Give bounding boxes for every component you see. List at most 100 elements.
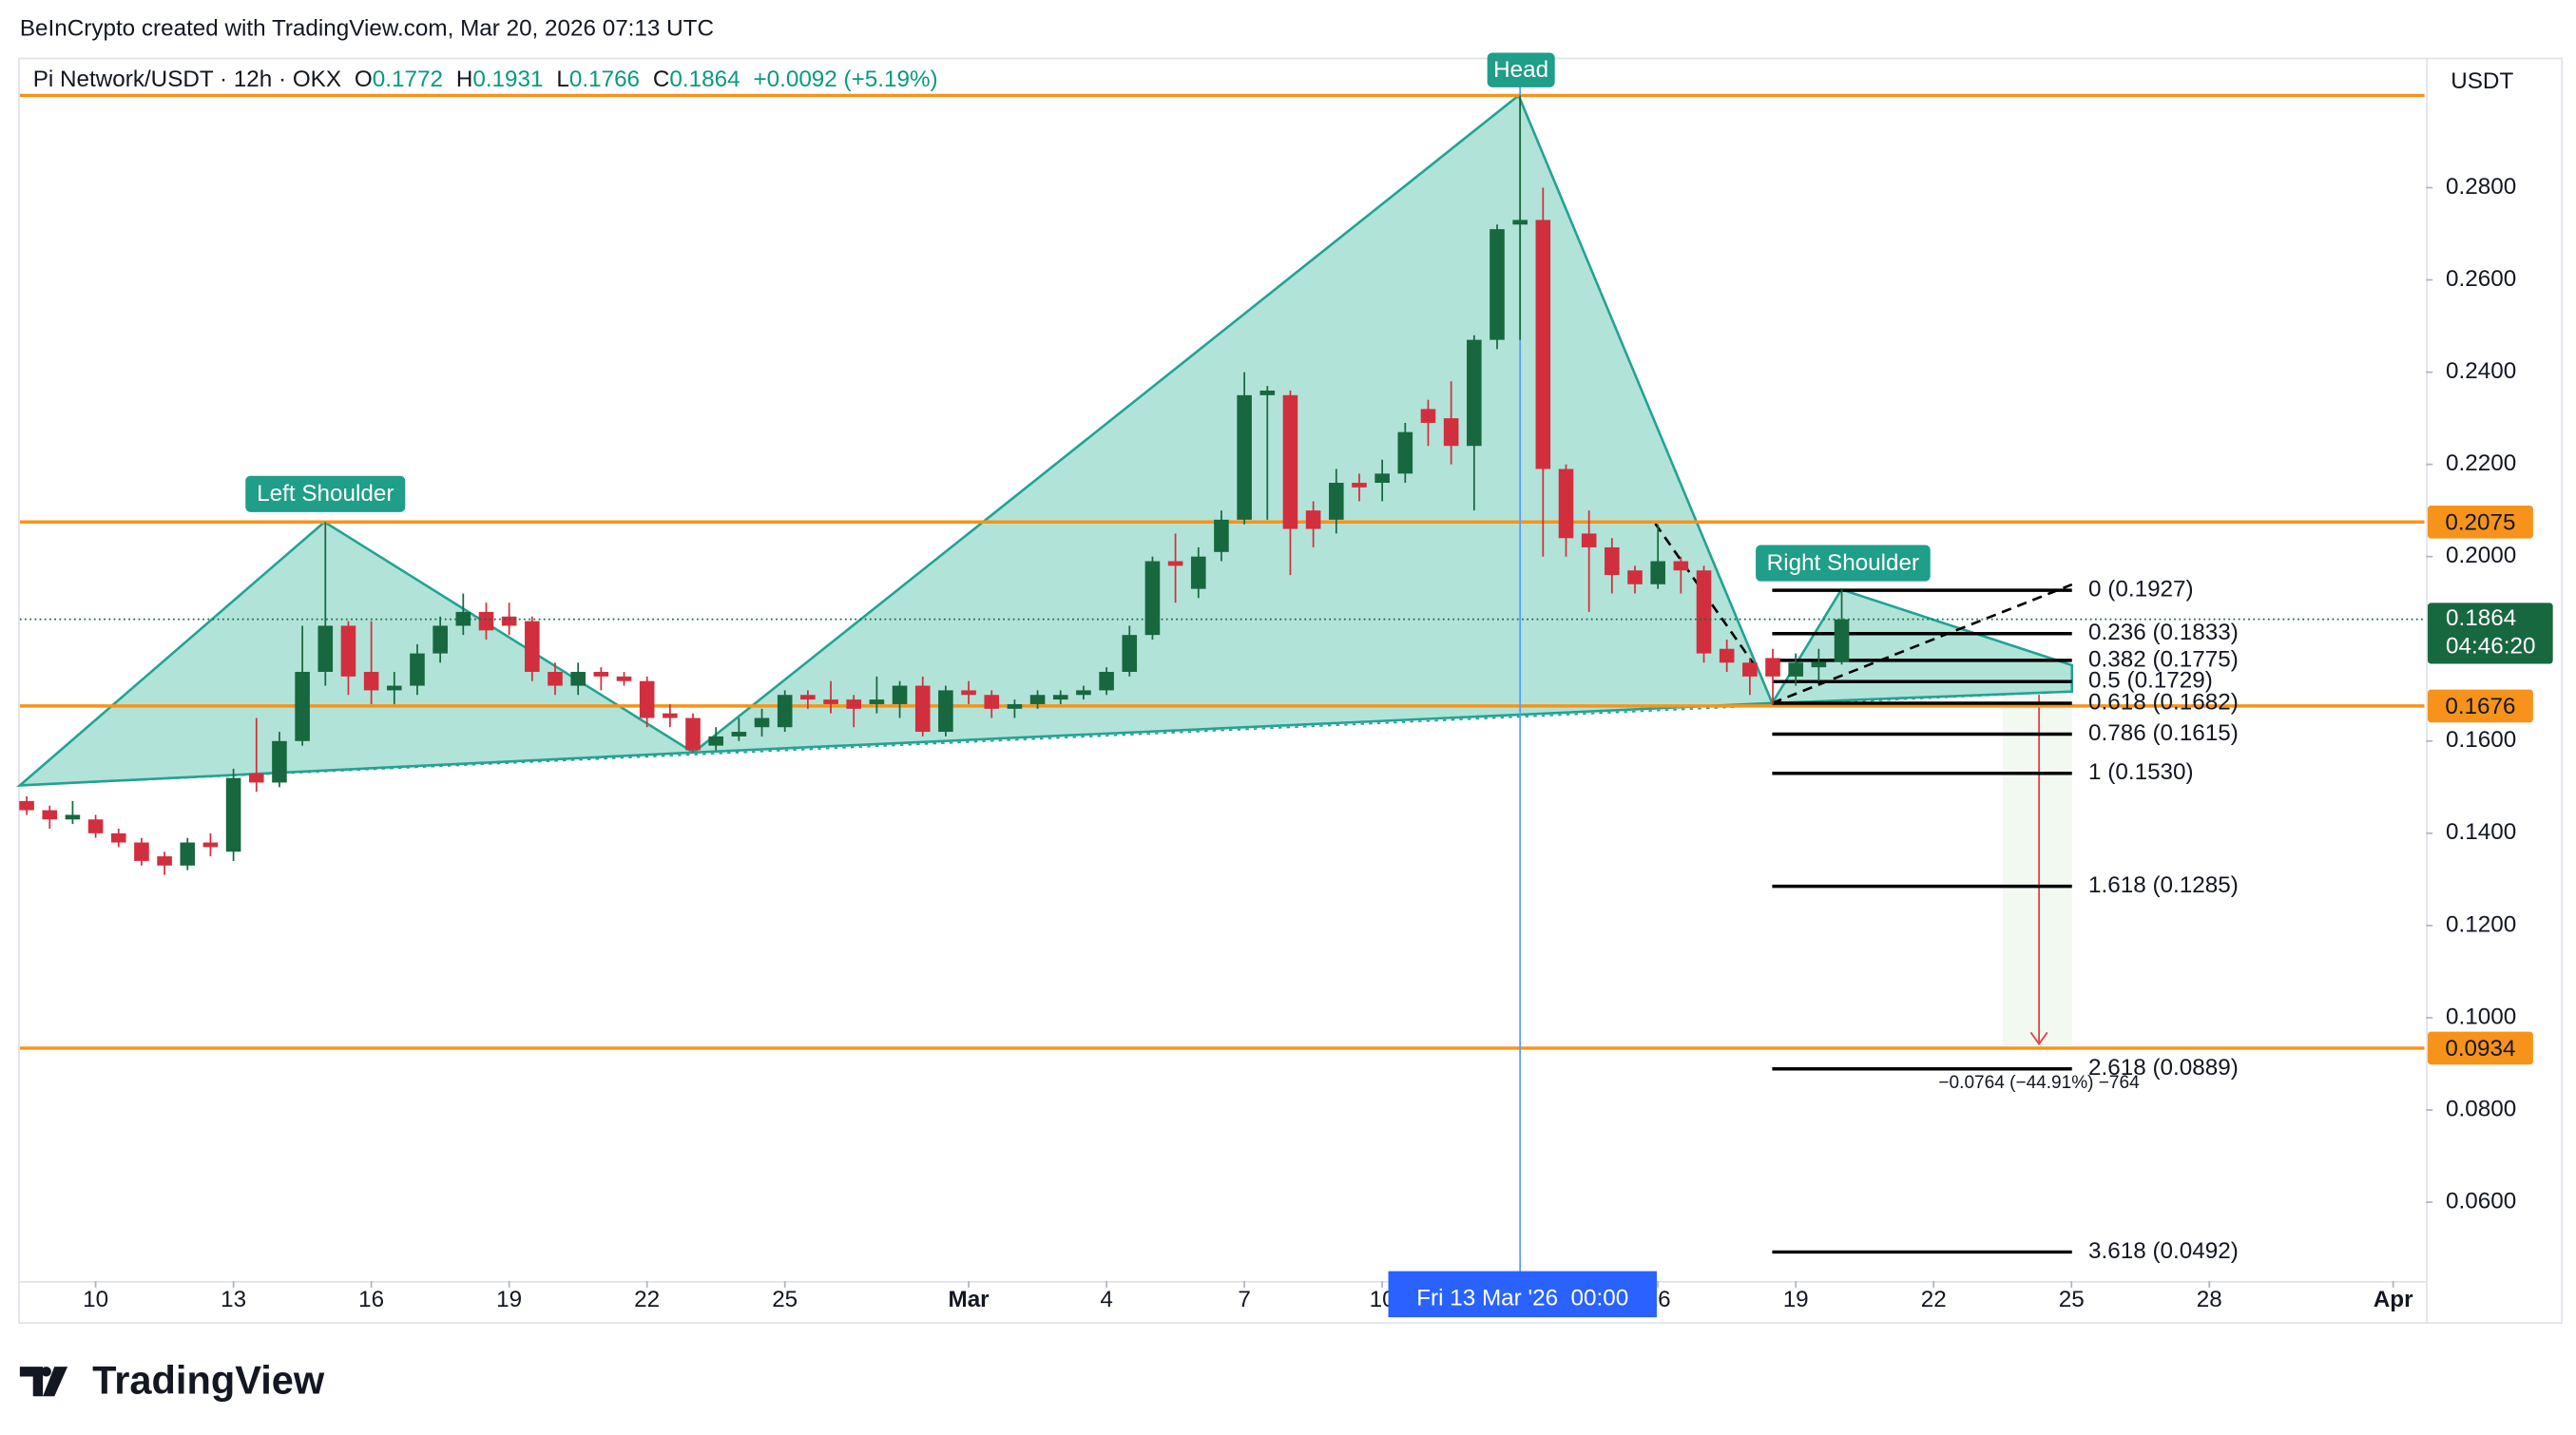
candle-body xyxy=(984,695,1000,709)
x-tick-label: 10 xyxy=(83,1287,108,1312)
pattern-labels: Head Left Shoulder Right Shoulder xyxy=(245,52,1931,582)
ohlc-key: O xyxy=(355,67,373,92)
y-tick-label: 0.1000 xyxy=(2446,1004,2516,1029)
candle-body xyxy=(1190,556,1206,589)
candle-body xyxy=(180,842,196,866)
candle-body xyxy=(272,740,287,783)
candle-body xyxy=(1099,671,1114,691)
candle-body xyxy=(754,718,770,728)
candle-body xyxy=(570,671,586,686)
y-tick-label: 0.0800 xyxy=(2446,1096,2516,1121)
candle-body xyxy=(1605,546,1620,576)
fib-label: 2.618 (0.0889) xyxy=(2088,1055,2239,1081)
crosshair-label: Fri 13 Mar '26 00:00 xyxy=(1416,1285,1628,1311)
head-label: Head xyxy=(1493,57,1548,83)
candle-body xyxy=(1076,690,1091,696)
candle-body xyxy=(1490,229,1505,340)
change: +0.0092 (+5.19%) xyxy=(753,67,937,92)
candle-body xyxy=(157,856,172,866)
left-shoulder-label: Left Shoulder xyxy=(257,481,394,507)
level-label: 0.1676 xyxy=(2445,694,2515,719)
ohlc-value: 0.1864 xyxy=(669,67,740,92)
candle-body xyxy=(548,671,563,686)
candle-body xyxy=(42,810,58,820)
candle-body xyxy=(1581,533,1597,547)
fib-label: 1.618 (0.1285) xyxy=(2088,872,2239,898)
level-label: 0.2075 xyxy=(2445,509,2515,535)
x-tick-label: 16 xyxy=(358,1287,384,1312)
candle-body xyxy=(134,842,149,861)
ohlc-key: C xyxy=(653,67,670,92)
ohlc-value: 0.1772 xyxy=(373,67,443,92)
candle-body xyxy=(110,832,126,843)
head-and-shoulders xyxy=(16,93,2074,787)
candle-body xyxy=(1811,661,1827,668)
y-tick-label: 0.1600 xyxy=(2446,727,2516,753)
ohlc-value: 0.1766 xyxy=(569,67,640,92)
ohlc-value: 0.1931 xyxy=(472,67,543,92)
candle-body xyxy=(501,616,517,626)
left-shoulder-shape xyxy=(16,520,698,787)
candle-body xyxy=(1122,635,1138,672)
dashed-trend xyxy=(1771,583,2073,705)
crosshair-badge xyxy=(1388,1271,1657,1318)
fib-label: 0.5 (0.1729) xyxy=(2088,668,2213,694)
legend: Pi Network/USDT · 12h · OKX O0.1772 H0.193… xyxy=(33,67,938,92)
candle-body xyxy=(800,695,816,700)
y-tick-label: 0.2400 xyxy=(2446,358,2516,384)
x-tick-label: 13 xyxy=(221,1287,246,1312)
candle-body xyxy=(433,625,448,654)
x-tick-label: Apr xyxy=(2374,1287,2413,1312)
candle-body xyxy=(708,736,723,746)
candle-body xyxy=(363,671,379,691)
right-shoulder-label: Right Shoulder xyxy=(1767,550,1919,576)
measure-label: −0.0764 (−44.91%) −764 xyxy=(1938,1073,2140,1093)
candle-body xyxy=(1214,519,1229,552)
attribution: BeInCrypto created with TradingView.com,… xyxy=(20,16,714,42)
last-price-badge xyxy=(2427,603,2553,664)
y-tick-label: 0.2200 xyxy=(2446,450,2516,476)
candle-body xyxy=(1650,561,1665,584)
candle-body xyxy=(65,814,81,820)
candle-body xyxy=(663,713,678,718)
candle-body xyxy=(1328,483,1344,520)
candle-body xyxy=(19,800,34,811)
level-badge xyxy=(2427,505,2533,539)
candle-body xyxy=(87,819,104,833)
candle-body xyxy=(410,653,425,686)
y-tick-label: 0.0600 xyxy=(2446,1188,2516,1214)
candle-body xyxy=(1259,390,1276,395)
candle-body xyxy=(593,671,609,677)
candle-body xyxy=(1696,570,1712,654)
candle-body xyxy=(1742,662,1758,677)
x-tick-label: 7 xyxy=(1238,1287,1251,1312)
candle-body xyxy=(846,699,862,709)
candle-body xyxy=(387,685,402,691)
ohlc-key: H xyxy=(456,67,473,92)
label-box xyxy=(1487,52,1555,87)
x-tick-label: 19 xyxy=(496,1287,522,1312)
candle-body xyxy=(1765,658,1780,677)
level-label: 0.0934 xyxy=(2445,1036,2515,1062)
right-shoulder-shape xyxy=(1770,587,2074,705)
fib-label: 1 (0.1530) xyxy=(2088,759,2194,785)
x-tick-label: Mar xyxy=(949,1287,990,1312)
last-price-label: 0.1864 xyxy=(2446,605,2516,631)
fib-label: 0.618 (0.1682) xyxy=(2088,689,2239,715)
fib-label: 0 (0.1927) xyxy=(2088,577,2194,603)
candle-body xyxy=(685,718,701,751)
brand-name: TradingView xyxy=(92,1357,325,1402)
candle-body xyxy=(1144,561,1161,636)
candle-body xyxy=(1443,418,1459,447)
measure-zone xyxy=(2002,695,2072,1046)
candle-body xyxy=(892,685,908,704)
candle-body xyxy=(1420,409,1436,423)
x-tick-label: 22 xyxy=(634,1287,660,1312)
candle-body xyxy=(777,695,793,728)
candle-body xyxy=(1007,703,1023,709)
candle-body xyxy=(961,690,976,696)
x-tick-label: 4 xyxy=(1100,1287,1113,1312)
y-tick-label: 0.2000 xyxy=(2446,543,2516,568)
level-badge xyxy=(2427,689,2533,723)
